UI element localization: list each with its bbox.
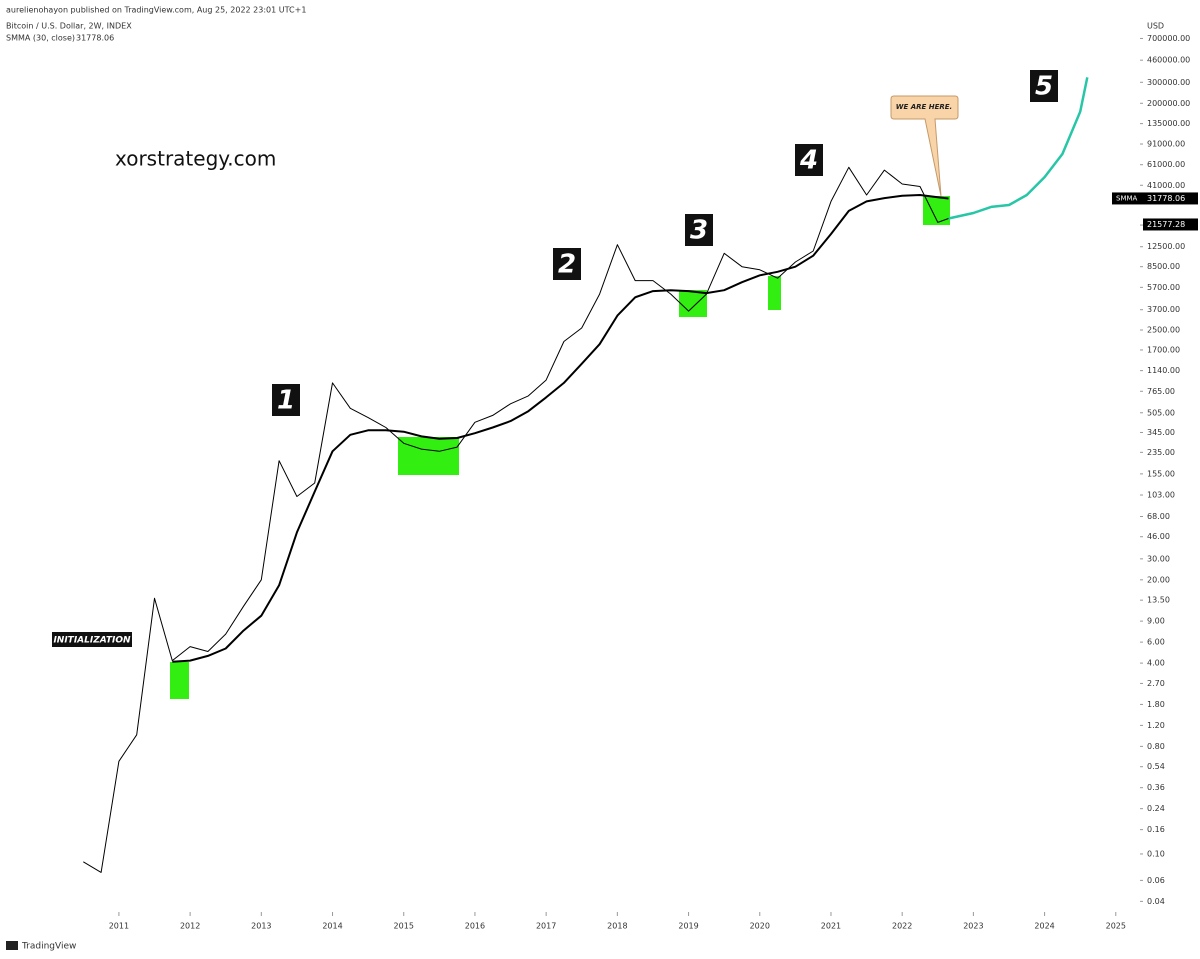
annotation: 5 xyxy=(1035,72,1053,102)
x-tick-label: 2022 xyxy=(892,922,912,931)
callout-text: WE ARE HERE. xyxy=(896,103,952,111)
price-label-box xyxy=(1112,192,1198,205)
price-label-name: SMMA xyxy=(1116,194,1138,202)
y-tick-label: 1.80 xyxy=(1147,700,1165,709)
y-tick-label: 1700.00 xyxy=(1147,345,1180,354)
y-tick-label: 0.24 xyxy=(1147,804,1165,813)
x-tick-label: 2021 xyxy=(821,922,841,931)
y-tick-label: 2.70 xyxy=(1147,679,1165,688)
indicator-name: SMMA (30, close) xyxy=(6,34,75,43)
x-tick-label: 2011 xyxy=(109,922,129,931)
y-tick-label: 765.00 xyxy=(1147,387,1175,396)
price-label-box xyxy=(1143,218,1198,231)
annotation: INITIALIZATION xyxy=(53,636,131,646)
y-tick-label: 460000.00 xyxy=(1147,56,1190,65)
y-tick-label: 200000.00 xyxy=(1147,99,1190,108)
y-tick-label: 1140.00 xyxy=(1147,366,1180,375)
watermark: xorstrategy.com xyxy=(115,147,276,171)
series-line xyxy=(172,194,949,663)
y-tick-label: 46.00 xyxy=(1147,532,1170,541)
highlight-box xyxy=(398,437,459,475)
footer-logo xyxy=(6,941,18,950)
y-unit: USD xyxy=(1147,22,1164,31)
y-tick-label: 2500.00 xyxy=(1147,326,1180,335)
y-tick-label: 5700.00 xyxy=(1147,283,1180,292)
y-tick-label: 13.50 xyxy=(1147,596,1170,605)
y-tick-label: 155.00 xyxy=(1147,469,1175,478)
y-tick-label: 4.00 xyxy=(1147,659,1165,668)
highlight-box xyxy=(679,290,707,317)
y-tick-label: 505.00 xyxy=(1147,408,1175,417)
y-tick-label: 0.54 xyxy=(1147,762,1165,771)
annotation-box xyxy=(1030,70,1058,102)
y-tick-label: 6.00 xyxy=(1147,638,1165,647)
annotation: 1 xyxy=(277,386,295,416)
callout-bubble xyxy=(890,95,959,197)
y-tick-label: 9.00 xyxy=(1147,617,1165,626)
annotation-box xyxy=(272,384,300,416)
footer-text: TradingView xyxy=(21,942,76,952)
annotation-initialization: INITIALIZATION xyxy=(52,632,132,647)
x-tick-label: 2016 xyxy=(465,922,485,931)
x-tick-label: 2014 xyxy=(322,922,342,931)
y-tick-label: 300000.00 xyxy=(1147,78,1190,87)
y-tick-label: 68.00 xyxy=(1147,512,1170,521)
y-tick-label: 30.00 xyxy=(1147,554,1170,563)
callout: WE ARE HERE. xyxy=(890,95,959,197)
y-tick-label: 1.20 xyxy=(1147,721,1165,730)
x-tick-label: 2020 xyxy=(750,922,770,931)
x-tick-label: 2013 xyxy=(251,922,271,931)
annotation: 2 xyxy=(558,250,576,280)
y-tick-label: 235.00 xyxy=(1147,448,1175,457)
publisher: aurelienohayon published on TradingView.… xyxy=(6,6,306,15)
footer: TradingView xyxy=(6,941,76,952)
annotation: 3 xyxy=(690,216,708,246)
chart-title: Bitcoin / U.S. Dollar, 2W, INDEX xyxy=(6,22,132,31)
y-tick-label: 345.00 xyxy=(1147,428,1175,437)
price-label-value: 21577.28 xyxy=(1147,220,1185,229)
y-tick-label: 8500.00 xyxy=(1147,262,1180,271)
y-tick-label: 0.36 xyxy=(1147,783,1165,792)
annotation-box xyxy=(52,632,132,647)
y-tick-label: 0.06 xyxy=(1147,876,1165,885)
x-tick-label: 2024 xyxy=(1034,922,1054,931)
x-tick-label: 2015 xyxy=(394,922,414,931)
y-tick-label: 700000.00 xyxy=(1147,34,1190,43)
x-tick-label: 2018 xyxy=(607,922,627,931)
y-tick-label: 3700.00 xyxy=(1147,305,1180,314)
x-tick-label: 2025 xyxy=(1106,922,1126,931)
indicator-value: 31778.06 xyxy=(76,34,114,43)
y-tick-label: 12500.00 xyxy=(1147,242,1185,251)
y-tick-label: 91000.00 xyxy=(1147,140,1185,149)
y-tick-label: 103.00 xyxy=(1147,491,1175,500)
annotation-box xyxy=(553,248,581,280)
x-tick-label: 2019 xyxy=(678,922,698,931)
y-tick-label: 0.04 xyxy=(1147,897,1165,906)
annotation: 4 xyxy=(799,146,818,176)
y-tick-label: 20.00 xyxy=(1147,575,1170,584)
highlight-box xyxy=(768,276,781,310)
y-tick-label: 0.10 xyxy=(1147,849,1165,858)
y-tick-label: 0.16 xyxy=(1147,825,1165,834)
price-label-value: 31778.06 xyxy=(1147,194,1185,203)
y-tick-label: 135000.00 xyxy=(1147,119,1190,128)
x-tick-label: 2023 xyxy=(963,922,983,931)
x-tick-label: 2012 xyxy=(180,922,200,931)
annotation-box xyxy=(685,214,713,246)
series-line xyxy=(83,166,949,873)
annotation-box xyxy=(795,144,823,176)
y-tick-label: 61000.00 xyxy=(1147,160,1185,169)
highlight-box xyxy=(170,662,189,699)
y-tick-label: 0.80 xyxy=(1147,742,1165,751)
x-tick-label: 2017 xyxy=(536,922,556,931)
y-tick-label: 41000.00 xyxy=(1147,181,1185,190)
series-line xyxy=(948,77,1089,220)
